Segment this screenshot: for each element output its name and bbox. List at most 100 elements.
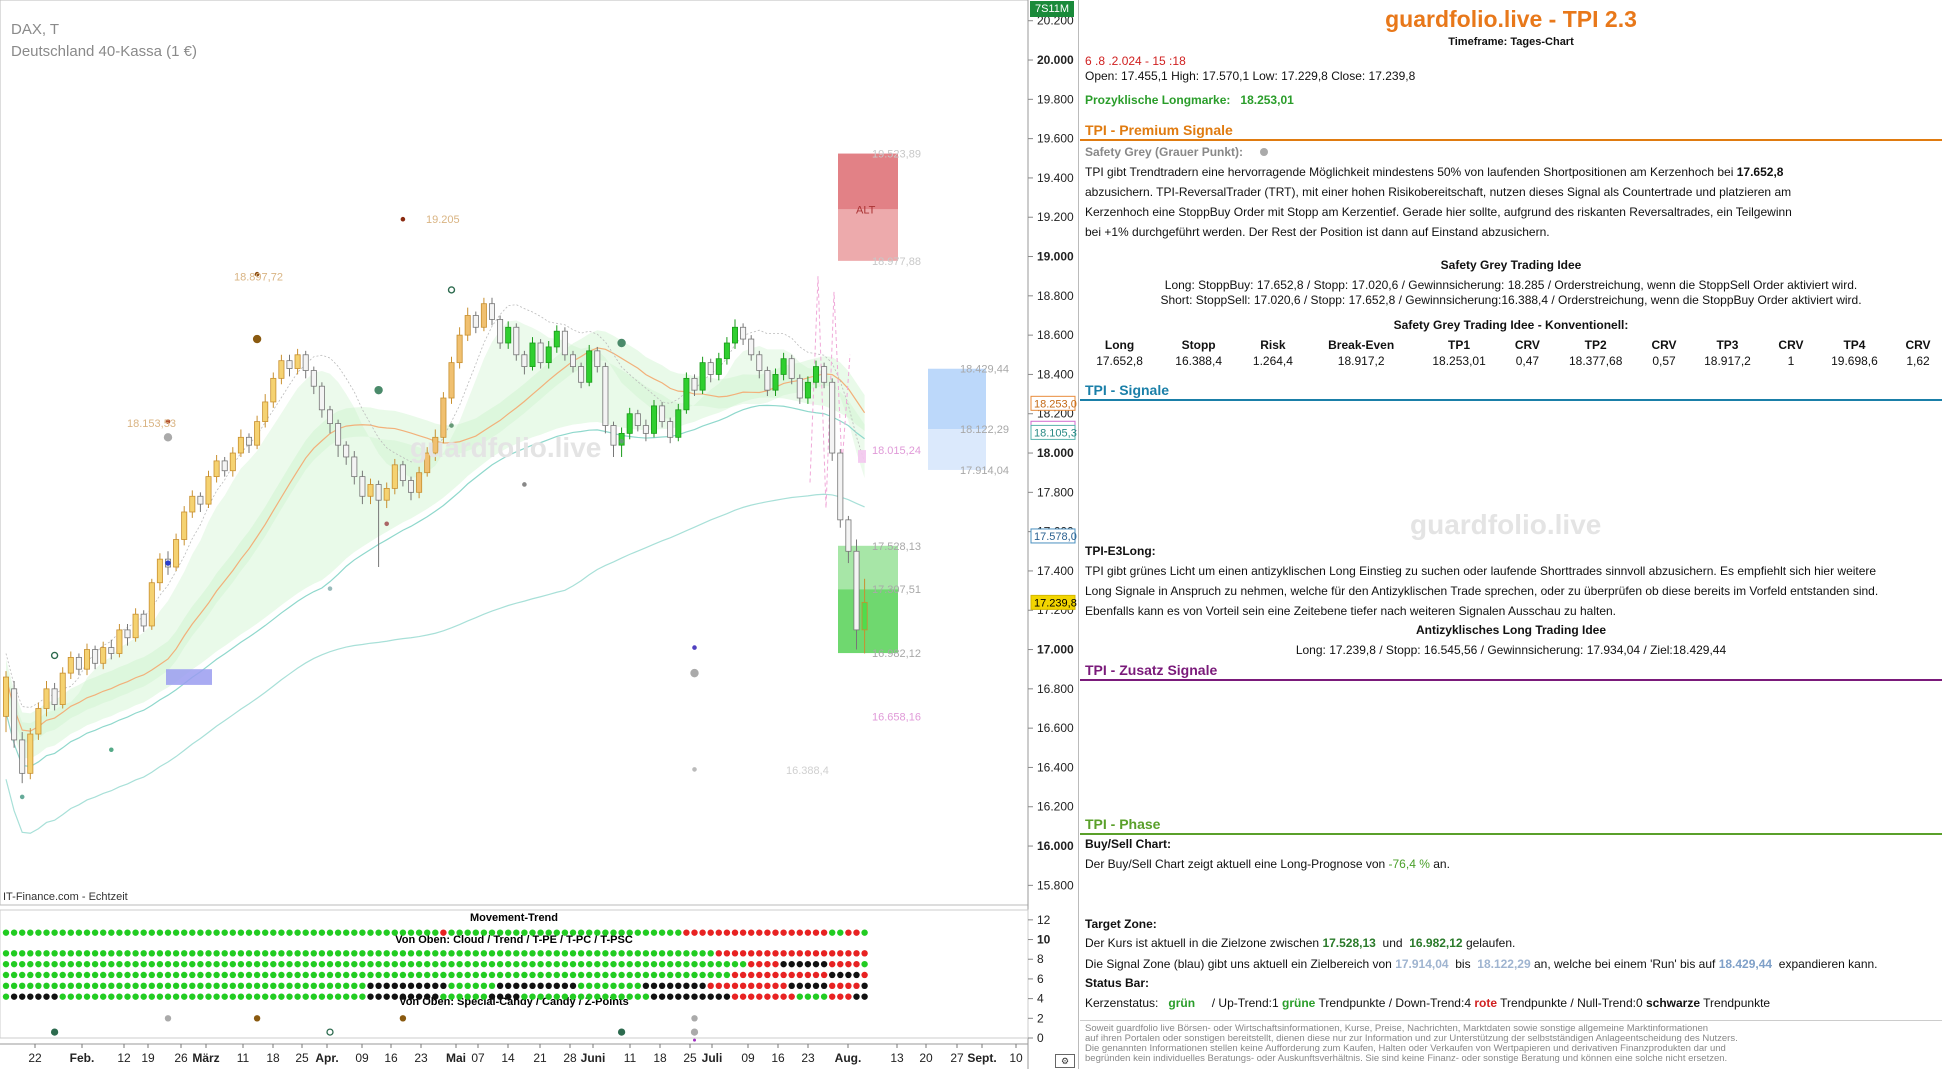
trend-dot — [513, 929, 520, 936]
trend-dot — [521, 993, 528, 1000]
ma-teal-long — [5, 493, 865, 834]
candle — [521, 354, 528, 367]
trend-dot — [464, 982, 471, 990]
trend-dot — [618, 982, 625, 990]
annotation-label: 19.523,89 — [872, 149, 921, 161]
signal-point — [165, 419, 171, 424]
safety-idea-short: Short: StoppSell: 17.020,6 / Stopp: 17.6… — [1160, 293, 1862, 307]
trend-dot — [415, 960, 423, 968]
trend-dot — [739, 960, 747, 968]
trend-dot — [513, 993, 520, 1000]
trend-dot — [748, 982, 755, 990]
x-tick-label: 11 — [237, 1051, 250, 1065]
trend-dot — [812, 950, 820, 957]
trend-dot — [480, 929, 488, 936]
candle — [416, 472, 423, 493]
trend-dot — [67, 929, 75, 936]
candle — [707, 362, 714, 375]
trend-dot — [278, 960, 285, 968]
trend-dot — [634, 993, 641, 1000]
trend-dot — [399, 960, 407, 968]
trend-dot — [812, 971, 820, 979]
trend-dot — [756, 982, 763, 990]
settings-icon[interactable]: ⚙ — [1055, 1054, 1075, 1068]
trend-dot — [75, 929, 83, 936]
candle — [27, 733, 34, 774]
annotation-label: 17.528,13 — [872, 541, 921, 553]
zone-text: Die Signal Zone (blau) gibt uns aktuell … — [1085, 957, 1878, 971]
trend-dot — [804, 960, 812, 968]
trend-dot — [772, 982, 779, 990]
candle — [861, 601, 868, 631]
trend-dot — [181, 982, 188, 990]
trend-dot — [172, 929, 180, 936]
price-chart[interactable]: 19.523,89 18.977,88 ALT 19.205 18.897,72 18.1… — [0, 0, 1079, 1069]
trend-dot — [132, 971, 139, 979]
trend-dot — [577, 960, 585, 968]
trend-dot — [529, 971, 536, 979]
trend-dot — [488, 929, 496, 936]
trend-dot — [391, 929, 398, 936]
trend-dot — [124, 993, 131, 1000]
annotation-label: ALT — [856, 204, 876, 216]
trend-dot — [10, 950, 18, 957]
trend-dot — [415, 950, 423, 957]
trend-dot — [359, 971, 366, 979]
trend-dot — [351, 993, 358, 1000]
candle — [813, 366, 820, 383]
trend-dot — [553, 960, 560, 968]
signal-dot-teal-2 — [617, 338, 626, 348]
trend-dot — [780, 960, 787, 968]
trend-dot — [124, 950, 131, 957]
x-tick-label: 20 — [919, 1051, 933, 1065]
trend-dot — [286, 993, 293, 1000]
z-point — [690, 1028, 699, 1036]
trend-dot — [367, 971, 374, 979]
trend-dot — [75, 982, 83, 990]
trend-dot — [634, 960, 641, 968]
trend-dot — [618, 960, 625, 968]
trend-dot — [577, 993, 585, 1000]
table-header-2: Risk — [1260, 338, 1286, 352]
trend-dot — [205, 971, 212, 979]
trend-dot — [156, 929, 164, 936]
signal-point — [327, 586, 333, 591]
trend-dot — [19, 950, 26, 957]
trend-dot — [464, 971, 471, 979]
trend-dot — [748, 960, 755, 968]
trend-dot — [545, 982, 552, 990]
trend-dot — [513, 960, 520, 968]
trend-dot — [561, 971, 569, 979]
table-header-0: Long — [1104, 338, 1135, 352]
trend-dot — [156, 960, 164, 968]
trend-dot — [691, 950, 698, 957]
trend-dot — [731, 971, 739, 979]
candle — [626, 413, 633, 434]
chart-area[interactable]: 19.523,89 18.977,88 ALT 19.205 18.897,72 18.1… — [0, 0, 1079, 1069]
trend-dot — [294, 960, 301, 968]
x-tick-label: 16 — [771, 1051, 785, 1065]
trend-dot — [164, 929, 172, 936]
trend-dot — [205, 982, 212, 990]
trend-dot — [213, 971, 220, 979]
trend-dot — [472, 960, 479, 968]
trend-dot — [496, 960, 504, 968]
trend-dot — [739, 950, 747, 957]
trend-dot — [577, 971, 585, 979]
trend-dot — [286, 929, 293, 936]
safety-idea-long: Long: StoppBuy: 17.652,8 / Stopp: 17.020… — [1164, 278, 1858, 292]
trend-dot — [181, 971, 188, 979]
trend-dot — [237, 993, 245, 1000]
trend-dot — [602, 950, 609, 957]
trend-dot — [270, 982, 277, 990]
trend-dot — [820, 929, 828, 936]
trend-dot — [756, 929, 763, 936]
signal-point — [522, 482, 527, 487]
trend-dot — [634, 982, 641, 990]
trend-dot — [829, 950, 836, 957]
trend-dot — [496, 971, 504, 979]
trend-dot — [10, 971, 18, 979]
trend-dot — [440, 993, 447, 1000]
trend-dot — [667, 993, 674, 1000]
trend-dot — [594, 929, 601, 936]
